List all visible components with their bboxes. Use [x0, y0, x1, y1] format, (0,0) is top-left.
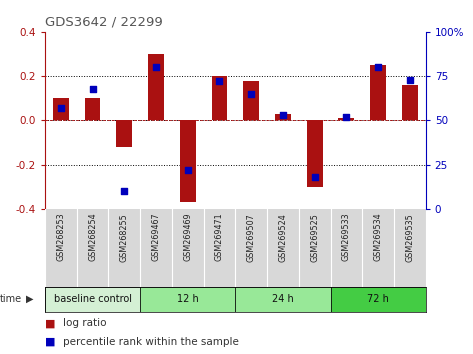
Text: GSM268254: GSM268254 [88, 213, 97, 261]
Bar [45, 287, 140, 312]
Point [342, 114, 350, 120]
Text: GSM269524: GSM269524 [279, 213, 288, 262]
Bar [140, 287, 236, 312]
Text: GSM269533: GSM269533 [342, 213, 351, 261]
Text: log ratio: log ratio [63, 318, 106, 329]
Bar [243, 81, 259, 120]
Text: GDS3642 / 22299: GDS3642 / 22299 [45, 15, 163, 28]
Bar [148, 54, 164, 120]
Point [184, 167, 192, 173]
Text: GSM269535: GSM269535 [405, 213, 414, 262]
Text: 24 h: 24 h [272, 294, 294, 304]
Text: baseline control: baseline control [53, 294, 131, 304]
Point [374, 64, 382, 70]
Bar [402, 85, 418, 120]
Text: GSM268253: GSM268253 [56, 213, 65, 261]
Text: GSM269525: GSM269525 [310, 213, 319, 262]
Bar [85, 98, 100, 120]
Bar [211, 76, 228, 120]
Text: percentile rank within the sample: percentile rank within the sample [63, 337, 239, 347]
Point [279, 112, 287, 118]
Bar [370, 65, 386, 120]
Point [89, 86, 96, 91]
Text: ■: ■ [45, 337, 55, 347]
Bar [331, 287, 426, 312]
Point [247, 91, 255, 97]
Bar [53, 98, 69, 120]
Point [152, 64, 160, 70]
Text: GSM269469: GSM269469 [183, 213, 192, 261]
Text: ▶: ▶ [26, 294, 34, 304]
Text: 12 h: 12 h [177, 294, 199, 304]
Bar [236, 287, 331, 312]
Bar [307, 120, 323, 187]
Text: time: time [0, 294, 22, 304]
Text: ■: ■ [45, 318, 55, 329]
Bar [275, 114, 291, 120]
Point [216, 79, 223, 84]
Bar [116, 120, 132, 147]
Text: GSM269534: GSM269534 [374, 213, 383, 261]
Point [121, 188, 128, 194]
Bar [180, 120, 196, 202]
Bar [339, 118, 354, 120]
Text: GSM269471: GSM269471 [215, 213, 224, 261]
Text: GSM268255: GSM268255 [120, 213, 129, 262]
Point [406, 77, 413, 82]
Text: GSM269467: GSM269467 [151, 213, 160, 261]
Point [311, 174, 318, 180]
Text: GSM269507: GSM269507 [247, 213, 256, 262]
Point [57, 105, 65, 111]
Text: 72 h: 72 h [367, 294, 389, 304]
